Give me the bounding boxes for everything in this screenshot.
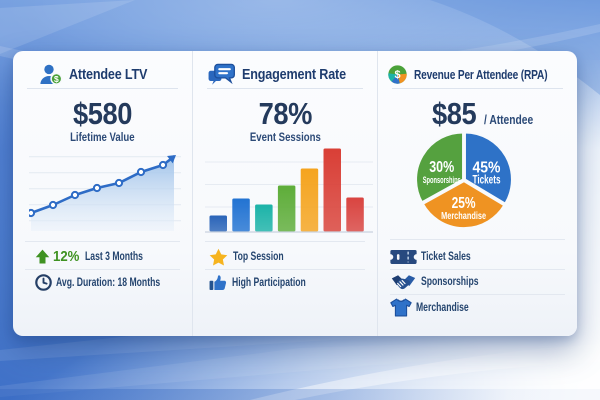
panel-title: Revenue Per Attendee (RPA) bbox=[414, 66, 548, 82]
ltv-line-chart bbox=[29, 155, 181, 231]
revenue-pie-chart: 45%Tickets 25%Merchandise 30%Sponsorships bbox=[415, 131, 513, 230]
stat-label: High Participation bbox=[232, 276, 306, 289]
panel-title: Attendee LTV bbox=[69, 65, 148, 83]
panel-revenue-per-attendee: $ Revenue Per Attendee (RPA) $85 / Atten… bbox=[378, 51, 577, 336]
clock-icon bbox=[35, 274, 52, 291]
divider bbox=[25, 269, 180, 270]
metric-block: $580 Lifetime Value bbox=[13, 96, 192, 145]
svg-text:Merchandise: Merchandise bbox=[441, 210, 486, 222]
metric-block: $85 / Attendee bbox=[378, 97, 577, 131]
stat-highlight: 12% bbox=[53, 248, 80, 265]
metric-block: 78% Event Sessions bbox=[193, 96, 377, 145]
tshirt-icon bbox=[390, 298, 412, 317]
svg-text:25%: 25% bbox=[452, 195, 476, 212]
metric-value: 78% bbox=[258, 96, 312, 131]
panel-header: $ Revenue Per Attendee (RPA) bbox=[378, 61, 577, 87]
person-dollar-icon: $ bbox=[39, 64, 63, 85]
stat-row-duration: Avg. Duration: 18 Months bbox=[13, 270, 192, 295]
legend-row-tickets: Ticket Sales bbox=[378, 244, 577, 269]
divider bbox=[205, 241, 365, 242]
legend-row-merchandise: Merchandise bbox=[378, 295, 577, 320]
panel-header: Engagement Rate bbox=[193, 61, 377, 87]
ticket-icon bbox=[390, 249, 417, 265]
legend-row-sponsorships: Sponsorships bbox=[378, 270, 577, 295]
svg-text:30%: 30% bbox=[429, 159, 454, 176]
legend-label: Ticket Sales bbox=[421, 250, 471, 263]
panel-engagement-rate: Engagement Rate 78% Event Sessions Top S… bbox=[193, 51, 378, 336]
stat-row-participation: High Participation bbox=[193, 270, 377, 295]
handshake-icon bbox=[390, 273, 417, 291]
svg-text:45%: 45% bbox=[472, 159, 500, 176]
sessions-bar-chart bbox=[205, 148, 373, 233]
metric-suffix: / Attendee bbox=[484, 113, 534, 127]
divider bbox=[207, 88, 363, 89]
dashboard-card: $ Attendee LTV $580 Lifetime Value 12% L… bbox=[13, 51, 577, 336]
stat-label: Last 3 Months bbox=[85, 250, 144, 263]
panel-attendee-ltv: $ Attendee LTV $580 Lifetime Value 12% L… bbox=[13, 51, 193, 336]
stat-row-top-session: Top Session bbox=[193, 244, 377, 269]
star-icon bbox=[209, 248, 228, 266]
legend-label: Sponsorships bbox=[421, 276, 479, 288]
coin-icon: $ bbox=[387, 64, 408, 85]
stat-label: Top Session bbox=[233, 250, 284, 263]
divider bbox=[27, 88, 178, 89]
stat-label: Avg. Duration: 18 Months bbox=[56, 276, 161, 289]
svg-text:$: $ bbox=[394, 69, 400, 81]
svg-text:$: $ bbox=[54, 73, 59, 83]
divider bbox=[392, 88, 563, 89]
chat-icon bbox=[208, 63, 236, 86]
thumbs-up-icon bbox=[209, 274, 227, 291]
metric-label: Lifetime Value bbox=[70, 130, 135, 144]
svg-text:Sponsorships: Sponsorships bbox=[423, 175, 461, 185]
stat-row-growth: 12% Last 3 Months bbox=[13, 244, 192, 269]
svg-text:Tickets: Tickets bbox=[472, 172, 500, 186]
panel-header: $ Attendee LTV bbox=[13, 61, 192, 87]
divider bbox=[25, 241, 180, 242]
metric-label: Event Sessions bbox=[249, 130, 321, 144]
divider bbox=[390, 239, 565, 240]
divider bbox=[390, 268, 565, 270]
up-arrow-icon bbox=[35, 249, 50, 264]
legend-label: Merchandise bbox=[416, 301, 469, 314]
divider bbox=[205, 269, 365, 270]
divider bbox=[390, 294, 565, 295]
panel-title: Engagement Rate bbox=[242, 65, 346, 83]
metric-value: $85 bbox=[431, 96, 477, 131]
metric-value: $580 bbox=[73, 96, 132, 131]
